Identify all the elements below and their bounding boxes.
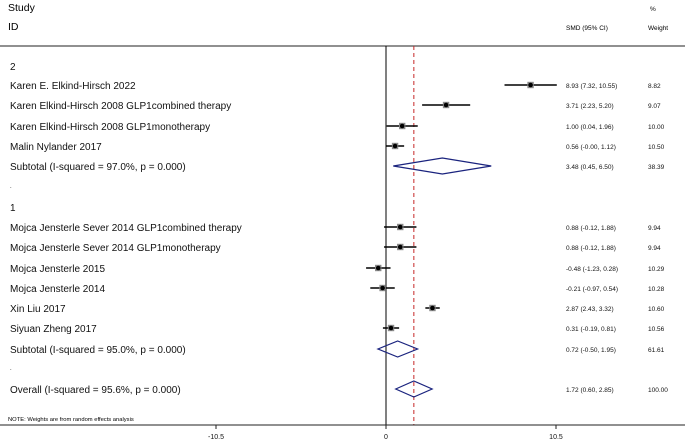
ci-text: 0.72 (-0.50, 1.95) bbox=[566, 347, 616, 354]
weight-text: 38.39 bbox=[648, 164, 665, 171]
point-estimate bbox=[399, 123, 405, 129]
x-tick-label: -10.5 bbox=[208, 434, 224, 441]
weight-text: 10.50 bbox=[648, 144, 665, 151]
study-label: Mojca Jensterle Sever 2014 GLP1monothera… bbox=[10, 243, 221, 254]
weight-text: 9.07 bbox=[648, 103, 661, 110]
weight-text: 10.28 bbox=[648, 286, 665, 293]
footnote: NOTE: Weights are from random effects an… bbox=[8, 417, 134, 423]
study-label: Karen Elkind-Hirsch 2008 GLP1combined th… bbox=[10, 101, 231, 112]
group-label: 2 bbox=[10, 62, 16, 73]
weight-text: 10.56 bbox=[648, 326, 665, 333]
study-label: Mojca Jensterle 2015 bbox=[10, 264, 105, 275]
point-estimate bbox=[397, 244, 403, 250]
point-estimate bbox=[397, 224, 403, 230]
study-label: Mojca Jensterle 2014 bbox=[10, 284, 105, 295]
weight-text: 9.94 bbox=[648, 245, 661, 252]
ci-text: 0.31 (-0.19, 0.81) bbox=[566, 326, 616, 333]
spacer-dot: . bbox=[10, 366, 12, 372]
ci-text: 0.88 (-0.12, 1.88) bbox=[566, 225, 616, 232]
point-estimate bbox=[392, 143, 398, 149]
weight-text: 10.60 bbox=[648, 306, 665, 313]
point-estimate bbox=[375, 265, 381, 271]
header-smd-label: SMD (95% CI) bbox=[566, 25, 608, 32]
header-study-label: Study bbox=[8, 2, 36, 14]
overall-diamond bbox=[394, 380, 434, 398]
ci-text: 3.48 (0.45, 6.50) bbox=[566, 164, 614, 171]
header-pct-label: % bbox=[650, 6, 656, 13]
ci-text: 1.72 (0.60, 2.85) bbox=[566, 387, 614, 394]
ci-text: 1.00 (0.04, 1.96) bbox=[566, 124, 614, 131]
point-estimate bbox=[528, 82, 533, 88]
weight-text: 9.94 bbox=[648, 225, 661, 232]
header-id-label: ID bbox=[8, 21, 19, 33]
ci-text: 0.88 (-0.12, 1.88) bbox=[566, 245, 616, 252]
study-label: Mojca Jensterle Sever 2014 GLP1combined … bbox=[10, 223, 242, 234]
weight-text: 8.82 bbox=[648, 83, 661, 90]
study-label: Karen Elkind-Hirsch 2008 GLP1monotherapy bbox=[10, 122, 210, 133]
header-weight-label: Weight bbox=[648, 25, 668, 32]
subtotal-diamond bbox=[376, 340, 420, 358]
overall-label: Overall (I-squared = 95.6%, p = 0.000) bbox=[10, 385, 181, 396]
x-tick-label: 10.5 bbox=[549, 434, 563, 441]
study-rows: 2 Karen E. Elkind-Hirsch 2022 8.93 (7.32, … bbox=[10, 62, 668, 398]
group-label: 1 bbox=[10, 203, 16, 214]
ci-text: 0.56 (-0.00, 1.12) bbox=[566, 144, 616, 151]
ci-text: 2.87 (2.43, 3.32) bbox=[566, 306, 614, 313]
weight-text: 10.29 bbox=[648, 266, 665, 273]
subtotal-label: Subtotal (I-squared = 97.0%, p = 0.000) bbox=[10, 162, 186, 173]
reference-lines bbox=[385, 46, 415, 425]
weight-text: 61.61 bbox=[648, 347, 665, 354]
spacer-dot: . bbox=[10, 184, 12, 190]
ci-text: -0.21 (-0.97, 0.54) bbox=[566, 286, 618, 293]
x-tick-label: 0 bbox=[384, 434, 388, 441]
weight-text: 10.00 bbox=[648, 124, 665, 131]
ci-text: -0.48 (-1.23, 0.28) bbox=[566, 266, 618, 273]
ci-text: 3.71 (2.23, 5.20) bbox=[566, 103, 614, 110]
ci-text: 8.93 (7.32, 10.55) bbox=[566, 83, 617, 90]
x-axis: -10.5 0 10.5 bbox=[135, 424, 678, 441]
subtotal-label: Subtotal (I-squared = 95.0%, p = 0.000) bbox=[10, 345, 186, 356]
point-estimate bbox=[430, 305, 435, 311]
subtotal-diamond bbox=[393, 157, 492, 175]
study-label: Xin Liu 2017 bbox=[10, 304, 66, 315]
study-label: Siyuan Zheng 2017 bbox=[10, 324, 97, 335]
point-estimate bbox=[380, 285, 385, 291]
point-estimate bbox=[443, 102, 449, 108]
study-label: Karen E. Elkind-Hirsch 2022 bbox=[10, 81, 136, 92]
point-estimate bbox=[388, 325, 394, 331]
weight-text: 100.00 bbox=[648, 387, 668, 394]
study-label: Malin Nylander 2017 bbox=[10, 142, 102, 153]
